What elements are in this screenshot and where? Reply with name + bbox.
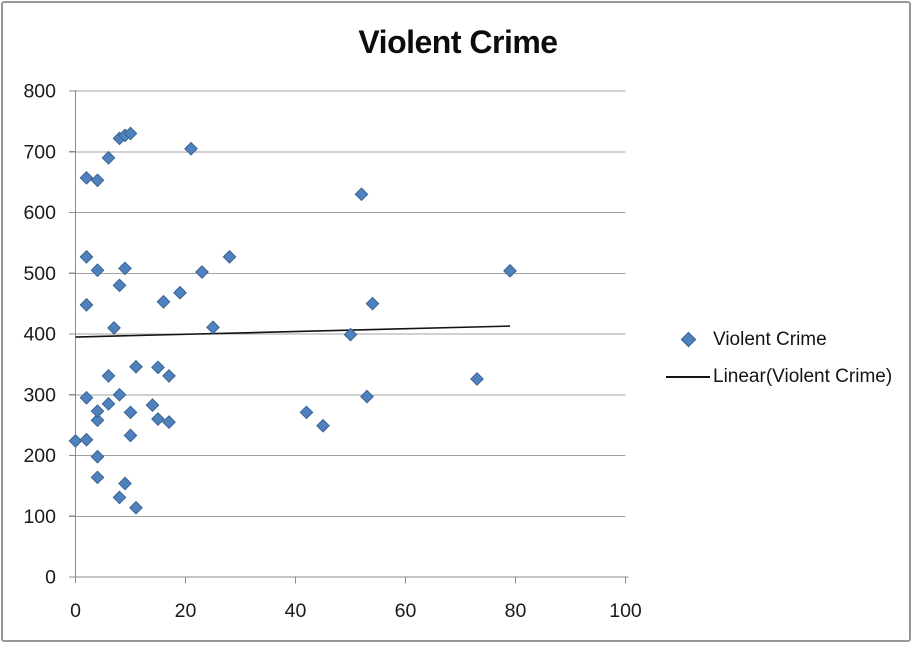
data-point-marker	[156, 294, 171, 309]
legend-item-trendline: Linear(Violent Crime)	[666, 358, 910, 395]
data-point-marker	[470, 372, 484, 386]
y-axis-tick-label: 0	[45, 567, 56, 589]
legend-swatch	[666, 331, 710, 348]
trendline	[75, 325, 511, 338]
data-point-marker	[195, 265, 209, 279]
data-point-marker	[151, 360, 165, 375]
x-axis-tick-label: 80	[505, 600, 527, 622]
x-axis-tick-label: 0	[70, 600, 81, 622]
data-point-marker	[79, 249, 94, 264]
y-axis-tick-label: 700	[23, 141, 56, 163]
data-point-marker	[90, 449, 105, 464]
data-point-marker	[129, 500, 143, 515]
data-point-marker	[123, 126, 138, 141]
data-point-marker	[354, 187, 369, 202]
x-axis-tick-label: 100	[609, 600, 642, 622]
legend-swatch	[666, 375, 710, 378]
data-point-marker	[90, 413, 105, 428]
diamond-marker-icon	[680, 331, 696, 348]
legend-label-trendline: Linear(Violent Crime)	[713, 365, 893, 387]
y-axis-tick-label: 400	[23, 324, 56, 346]
data-point-marker	[503, 263, 517, 278]
y-axis-tick-label: 800	[23, 81, 56, 103]
x-axis-tick-label: 40	[285, 600, 307, 622]
data-point-marker	[360, 389, 374, 404]
data-point-marker	[90, 404, 105, 419]
x-axis-tick-label: 60	[395, 600, 417, 622]
data-point-marker	[162, 369, 176, 383]
data-point-marker	[123, 405, 138, 420]
data-point-marker	[299, 405, 314, 420]
x-axis-tick-label: 20	[175, 600, 197, 622]
data-point-marker	[79, 297, 94, 312]
data-point-marker	[123, 428, 138, 443]
data-point-marker	[79, 170, 94, 185]
data-point-marker	[79, 432, 94, 447]
data-point-marker	[79, 390, 94, 405]
y-axis-tick-label: 300	[23, 384, 56, 406]
data-point-marker	[365, 296, 380, 311]
chart-title: Violent Crime	[358, 24, 558, 60]
data-point-marker	[90, 470, 105, 485]
data-point-marker	[101, 150, 116, 165]
data-point-marker	[129, 359, 143, 374]
data-point-marker	[222, 249, 237, 264]
data-point-marker	[68, 434, 83, 448]
data-point-marker	[316, 418, 330, 433]
y-axis-tick-label: 600	[23, 202, 56, 224]
legend-label-series: Violent Crime	[713, 328, 827, 350]
data-point-marker	[90, 263, 105, 278]
trendline-swatch-icon	[666, 375, 710, 378]
legend: Violent Crime Linear(Violent Crime)	[666, 321, 910, 395]
y-axis-tick-label: 500	[23, 263, 56, 285]
y-axis-tick-label: 100	[23, 506, 56, 528]
data-point-marker	[118, 476, 132, 491]
data-point-marker	[343, 327, 358, 342]
data-point-marker	[206, 320, 220, 335]
data-point-marker	[151, 412, 165, 426]
data-point-marker	[107, 321, 121, 335]
y-axis-tick-label: 200	[23, 445, 56, 467]
data-point-marker	[112, 387, 127, 402]
data-point-marker	[162, 415, 176, 429]
data-point-marker	[184, 141, 198, 156]
data-point-marker	[112, 278, 127, 293]
data-point-marker	[112, 490, 127, 505]
data-point-marker	[101, 369, 116, 383]
legend-item-series: Violent Crime	[666, 321, 910, 358]
data-point-marker	[173, 285, 187, 300]
data-point-marker	[90, 173, 105, 188]
data-point-marker	[101, 396, 116, 411]
data-point-marker	[145, 398, 160, 412]
data-point-marker	[118, 261, 132, 276]
